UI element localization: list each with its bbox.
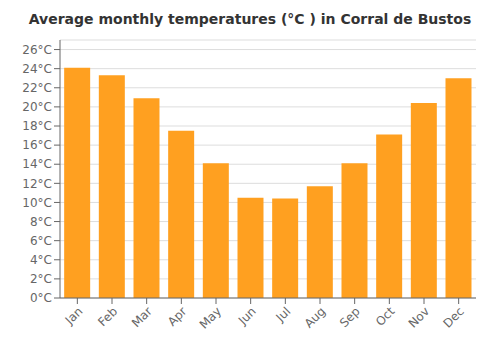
svg-text:0°C: 0°C [30, 291, 52, 305]
svg-text:18°C: 18°C [22, 119, 52, 133]
svg-text:20°C: 20°C [22, 100, 52, 114]
svg-text:26°C: 26°C [22, 43, 52, 57]
svg-text:Jun: Jun [235, 304, 259, 328]
svg-text:2°C: 2°C [30, 272, 52, 286]
html-text:Average monthly temperatures (: Average monthly temperatures (°C ) in Co… [28, 11, 472, 27]
svg-text:Jul: Jul [273, 304, 294, 325]
svg-text:Oct: Oct [373, 304, 398, 329]
svg-text:4°C: 4°C [30, 253, 52, 267]
svg-text:12°C: 12°C [22, 177, 52, 191]
svg-text:Apr: Apr [165, 304, 190, 329]
svg-text:16°C: 16°C [22, 138, 52, 152]
svg-text:Aug: Aug [302, 304, 328, 330]
svg-text:Dec: Dec [440, 304, 466, 330]
svg-text:24°C: 24°C [22, 62, 52, 76]
svg-text:8°C: 8°C [30, 215, 52, 229]
svg-text:Feb: Feb [95, 304, 120, 329]
svg-text:14°C: 14°C [22, 157, 52, 171]
svg-text:Jan: Jan [62, 304, 86, 328]
svg-text:Sep: Sep [337, 304, 363, 330]
svg-text:6°C: 6°C [30, 234, 52, 248]
svg-text:22°C: 22°C [22, 81, 52, 95]
svg-text:Mar: Mar [129, 304, 155, 330]
svg-text:May: May [197, 304, 224, 331]
svg-text:Nov: Nov [406, 304, 432, 330]
svg-text:10°C: 10°C [22, 196, 52, 210]
